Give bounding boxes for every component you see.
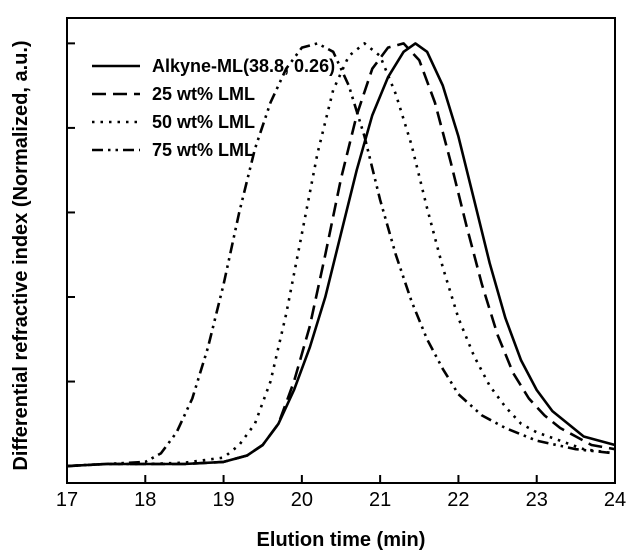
x-axis: 17 18 19 20 21 22 23 24 [56,475,626,511]
legend-label: 75 wt% LML [152,140,255,160]
x-tick-label: 21 [369,489,391,511]
plot-frame [66,17,616,484]
legend-label: 50 wt% LML [152,112,255,132]
x-tick-label: 20 [291,489,313,511]
x-tick-label: 18 [134,489,156,511]
series-line [66,42,616,468]
series-line [66,42,616,468]
x-tick-label: 24 [604,489,626,511]
legend: Alkyne-ML(38.8, 0.26) 25 wt% LML 50 wt% LM… [92,56,335,160]
x-tick-label: 19 [212,489,234,511]
series-line [66,42,616,468]
y-axis-title: Differential refractive index (Normalize… [10,40,32,470]
x-tick-label: 22 [447,489,469,511]
plot-lines [66,42,616,468]
legend-label: Alkyne-ML(38.8, 0.26) [152,56,335,76]
y-axis [67,42,75,468]
series-line [66,42,616,468]
legend-label: 25 wt% LML [152,84,255,104]
x-tick-label: 17 [56,489,78,511]
x-axis-title: Elution time (min) [257,529,426,550]
x-tick-label: 23 [526,489,548,511]
